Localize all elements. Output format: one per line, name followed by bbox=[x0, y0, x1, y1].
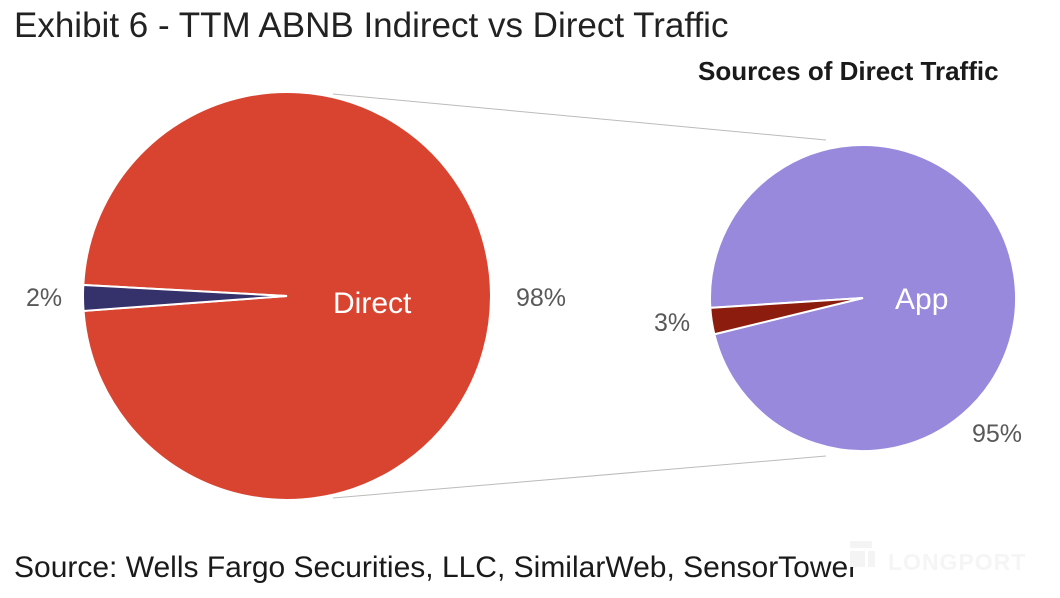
svg-text:3%: 3% bbox=[654, 309, 690, 337]
svg-text:95%: 95% bbox=[972, 420, 1022, 448]
svg-text:98%: 98% bbox=[516, 284, 566, 312]
svg-text:Direct: Direct bbox=[333, 287, 412, 320]
svg-text:App: App bbox=[895, 283, 948, 316]
svg-text:2%: 2% bbox=[26, 284, 62, 312]
